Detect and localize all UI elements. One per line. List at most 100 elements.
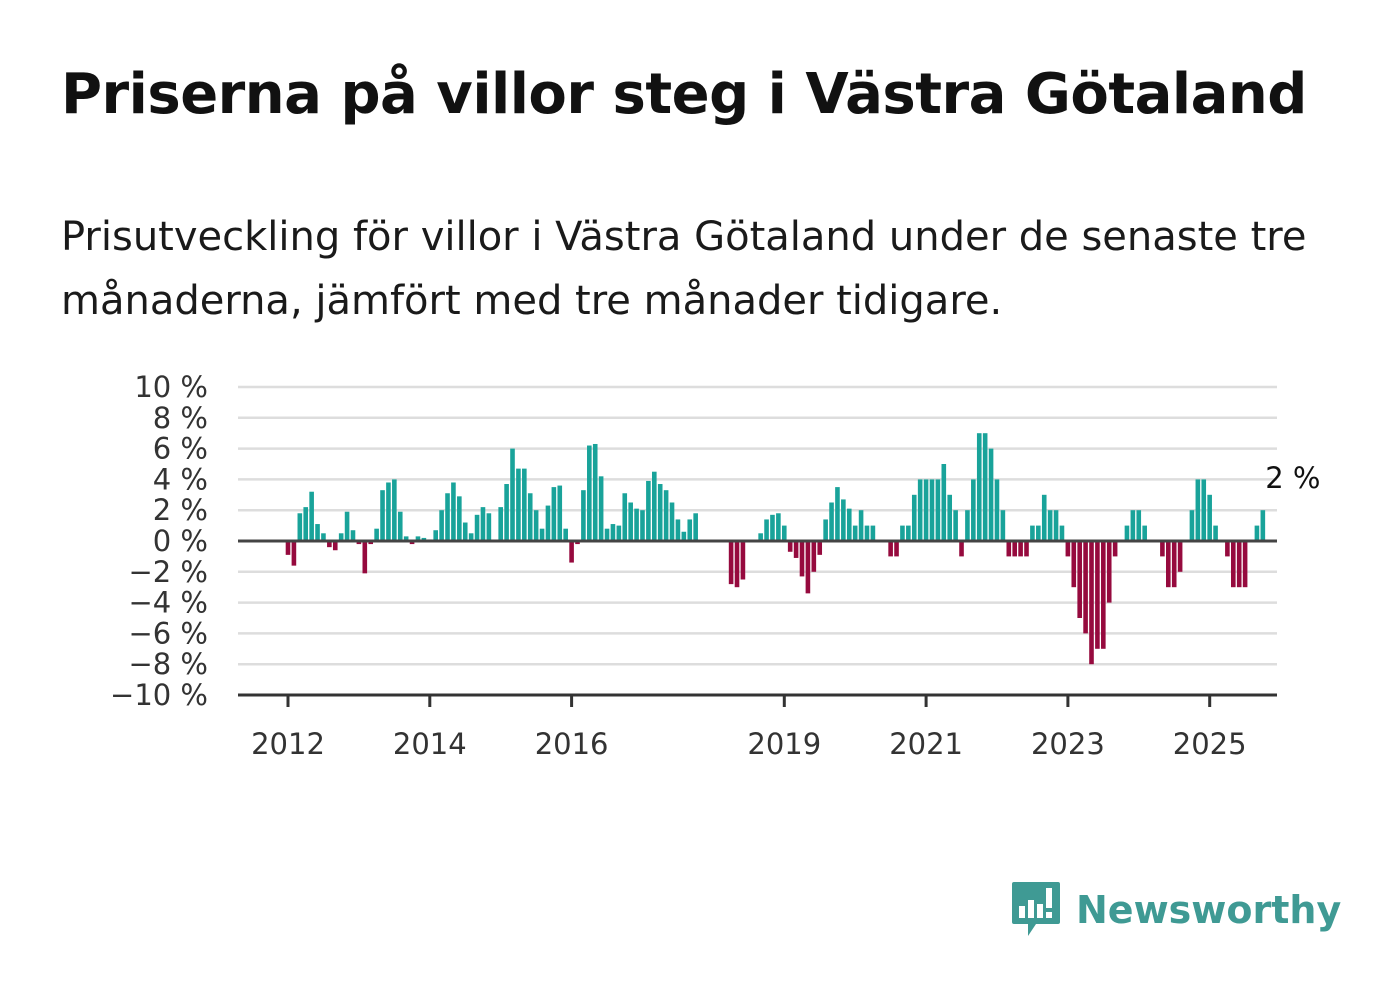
tick-labels: 10 %8 %6 %4 %2 %0 %−2 %−4 %−6 %−8 %−10 %… [110, 370, 1320, 761]
bar [776, 513, 781, 541]
bar [1136, 510, 1142, 541]
y-tick-label: −2 % [128, 555, 208, 589]
bar [321, 533, 326, 541]
bar [1171, 541, 1177, 588]
x-tick-label: 2025 [1173, 727, 1247, 761]
bar [976, 433, 982, 541]
bar [805, 541, 811, 594]
bar [799, 541, 805, 577]
bar-series [285, 433, 1266, 665]
bar [941, 464, 947, 541]
bar [1177, 541, 1183, 572]
bar [380, 490, 385, 541]
y-tick-label: 6 % [153, 432, 208, 466]
bar [1225, 541, 1230, 557]
bar [433, 530, 439, 541]
bar [1101, 541, 1106, 649]
bar [498, 507, 503, 541]
bar [409, 541, 415, 545]
bar [634, 508, 639, 541]
bar [652, 471, 657, 541]
bar [841, 499, 846, 541]
y-tick-label: −10 % [110, 678, 208, 712]
bar [569, 541, 574, 563]
bar [421, 537, 427, 541]
bar [1260, 510, 1266, 541]
bar [835, 487, 840, 541]
bar [1071, 541, 1077, 588]
bar [581, 490, 586, 541]
bar [681, 531, 687, 541]
bar [368, 541, 374, 545]
bar [988, 448, 994, 541]
bar [894, 541, 899, 557]
bar [533, 510, 539, 541]
bar [852, 525, 858, 541]
bar [297, 513, 303, 541]
bar [1254, 525, 1260, 541]
bar [740, 541, 746, 580]
bar [598, 476, 604, 541]
grid-lines [238, 385, 1277, 666]
bar [758, 533, 763, 541]
bar [350, 530, 356, 541]
bar [439, 510, 444, 541]
bar [303, 507, 309, 541]
y-tick-label: 0 % [153, 524, 208, 558]
bar [1012, 541, 1017, 557]
bar [587, 445, 592, 541]
bar [557, 485, 563, 541]
bar [610, 524, 616, 541]
y-tick-label: −6 % [128, 616, 208, 650]
bar [811, 541, 817, 572]
bar [1059, 525, 1065, 541]
bar [1106, 541, 1112, 603]
bar [793, 541, 799, 558]
bar [1195, 479, 1201, 541]
bar [1142, 525, 1147, 541]
newsworthy-logo: Newsworthy [1010, 880, 1341, 940]
bar [1242, 541, 1248, 588]
bar [953, 510, 958, 541]
bar [338, 533, 344, 541]
bar [332, 541, 338, 551]
bar [1207, 494, 1212, 541]
bar [1077, 541, 1082, 618]
bar [1000, 510, 1006, 541]
bar [622, 493, 628, 541]
bar [616, 525, 622, 541]
bar [344, 511, 350, 541]
bar [675, 519, 681, 541]
bar [917, 479, 923, 541]
bar [817, 541, 823, 555]
bar [858, 510, 864, 541]
bar [527, 493, 533, 541]
x-tick-label: 2021 [889, 727, 963, 761]
x-tick-label: 2016 [535, 727, 609, 761]
bar [327, 541, 332, 548]
bar [474, 514, 480, 541]
bar [1189, 510, 1195, 541]
bar [1047, 510, 1053, 541]
bar [1160, 541, 1165, 557]
bar [1030, 525, 1035, 541]
bar [563, 528, 568, 541]
bar [687, 519, 693, 541]
bar [994, 479, 1000, 541]
bar [1083, 541, 1088, 634]
bar [864, 525, 870, 541]
bar [309, 491, 314, 541]
bar [728, 541, 734, 585]
bar [906, 525, 911, 541]
bar [646, 480, 651, 541]
bar [1065, 541, 1071, 557]
bar [929, 479, 935, 541]
bar [545, 505, 551, 541]
bar [965, 510, 970, 541]
chart-subtitle: Prisutveckling för villor i Västra Götal… [61, 214, 1307, 324]
bar [386, 482, 391, 541]
y-tick-label: 10 % [134, 370, 208, 404]
bar [604, 528, 610, 541]
bar [445, 493, 450, 541]
bar [457, 496, 462, 541]
